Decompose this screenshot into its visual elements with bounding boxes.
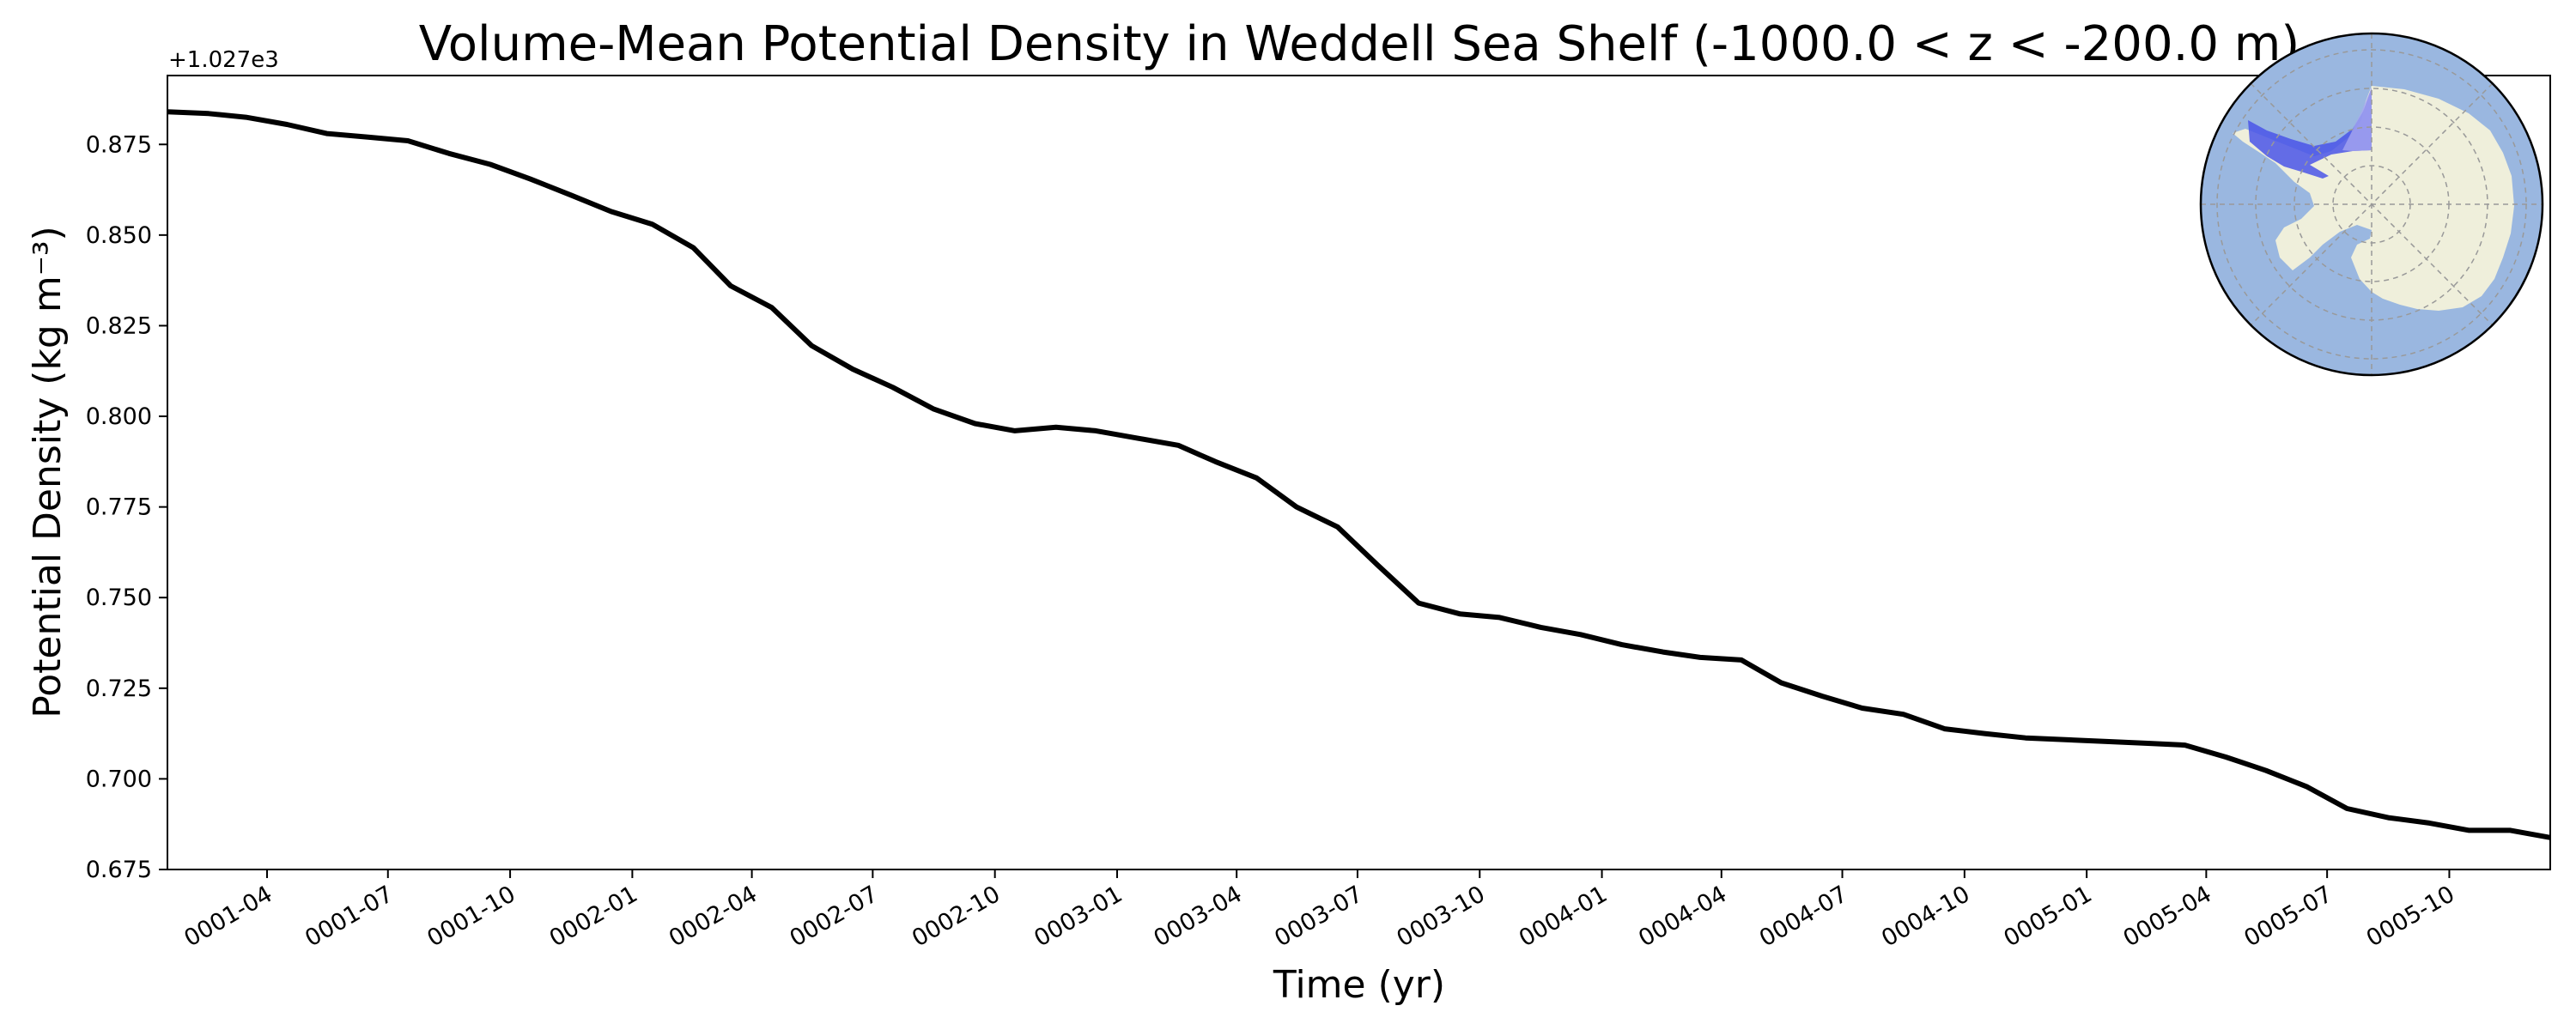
x-axis-label: Time (yr)	[1273, 963, 1445, 1007]
x-tick-label: 0004-10	[1877, 881, 1974, 952]
y-tick-label: 0.850	[86, 222, 152, 249]
antarctica-land	[2233, 86, 2514, 311]
x-tick-label: 0003-10	[1393, 881, 1490, 952]
x-tick-label: 0003-04	[1149, 881, 1246, 952]
x-tick-label: 0004-07	[1755, 881, 1852, 952]
plot-area: 0.675 0.700 0.725 0.750 0.775 0.800 0.825 0.850…	[86, 75, 2551, 952]
x-tick-label: 0002-01	[545, 881, 642, 952]
x-tick-label: 0002-07	[786, 881, 883, 952]
x-tick-label: 0005-07	[2239, 881, 2336, 952]
x-tick-label: 0001-04	[179, 881, 276, 952]
plot-frame	[167, 75, 2551, 870]
y-tick-label: 0.800	[86, 403, 152, 430]
y-tick-label: 0.725	[86, 676, 152, 702]
x-tick-label: 0002-04	[665, 881, 762, 952]
y-tick-label: 0.750	[86, 585, 152, 611]
y-tick-label: 0.675	[86, 857, 152, 883]
y-tick-label: 0.700	[86, 766, 152, 792]
map-border	[2199, 32, 2544, 377]
y-axis: 0.675 0.700 0.725 0.750 0.775 0.800 0.825 0.850…	[86, 131, 167, 883]
x-tick-label: 0004-04	[1634, 881, 1731, 952]
antarctica-inset-map	[2199, 32, 2544, 377]
density-line	[167, 109, 2551, 840]
weddell-region	[2248, 88, 2372, 179]
x-tick-label: 0005-10	[2362, 881, 2459, 952]
x-tick-label: 0002-10	[908, 881, 1005, 952]
y-tick-label: 0.775	[86, 494, 152, 521]
x-tick-label: 0001-10	[422, 881, 519, 952]
y-tick-label: 0.875	[86, 131, 152, 158]
y-axis-label: Potential Density (kg m⁻³)	[26, 226, 70, 718]
x-tick-label: 0005-01	[1999, 881, 2096, 952]
x-tick-label: 0004-01	[1515, 881, 1612, 952]
chart-title: Volume-Mean Potential Density in Weddell…	[419, 16, 2300, 72]
map-graticule	[2201, 33, 2543, 375]
y-offset-label: +1.027e3	[168, 47, 279, 73]
x-tick-label: 0003-01	[1030, 881, 1127, 952]
x-axis: 0001-04 0001-07 0001-10 0002-01 0002-04 0002-…	[179, 869, 2459, 952]
x-tick-label: 0003-07	[1270, 881, 1367, 952]
x-tick-label: 0005-04	[2119, 881, 2216, 952]
weddell-region-overlay	[2342, 88, 2372, 151]
y-tick-label: 0.825	[86, 312, 152, 339]
x-tick-label: 0001-07	[301, 881, 398, 952]
